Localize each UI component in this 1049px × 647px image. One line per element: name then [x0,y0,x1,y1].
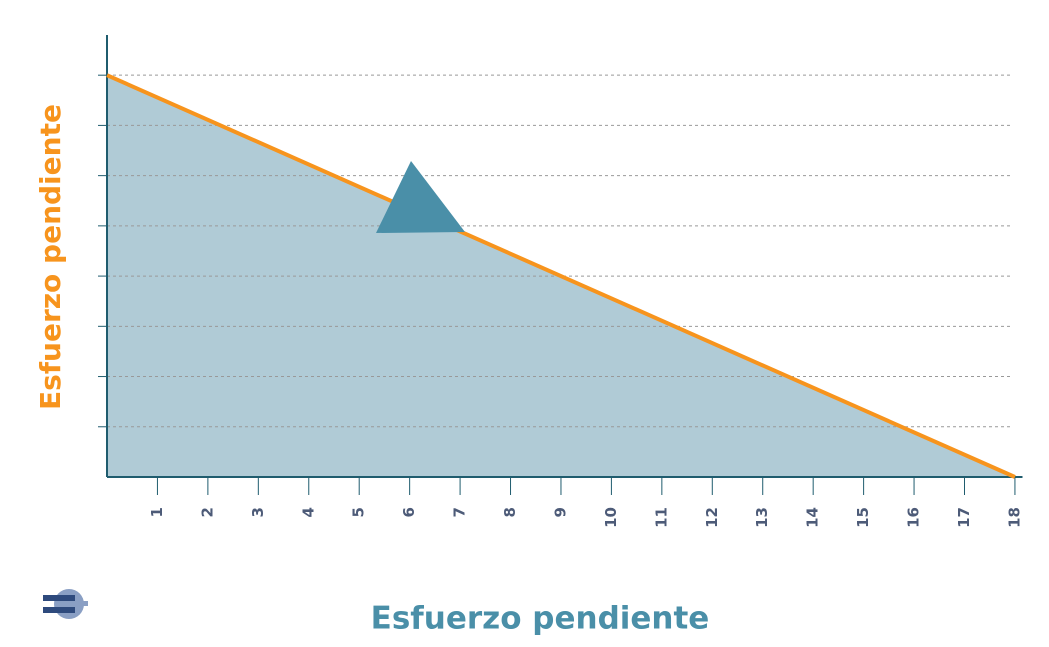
x-axis-title: Esfuerzo pendiente [371,601,710,637]
x-tick-label: 15 [854,507,872,528]
x-tick-label: 4 [299,507,317,517]
x-tick-label: 14 [804,507,822,528]
x-tick-label: 1 [148,507,166,517]
x-tick-label: 10 [602,507,620,528]
x-tick-label: 18 [1005,507,1023,528]
line [106,73,1016,479]
x-tick-label: 12 [703,507,721,528]
plot-area: 1 2 3 4 5 6 7 8 9 10 11 12 13 14 15 16 17 18 [98,35,1023,528]
x-tick-label: 16 [905,507,923,528]
x-tick-label: 5 [350,507,368,517]
x-tick-label: 7 [451,507,469,517]
x-tick-label: 17 [955,507,973,528]
logo [43,589,88,619]
x-tick-label: 3 [249,507,267,517]
y-axis-title: Esfuerzo pendiente [34,104,67,410]
x-tick-label: 2 [198,507,216,517]
x-tick-label: 11 [652,507,670,528]
x-tick-label: 9 [551,507,569,517]
marker-triangle [376,161,465,233]
x-tick-label: 6 [400,507,418,517]
x-tick-label: 13 [753,507,771,528]
x-tick-label: 8 [501,507,519,517]
